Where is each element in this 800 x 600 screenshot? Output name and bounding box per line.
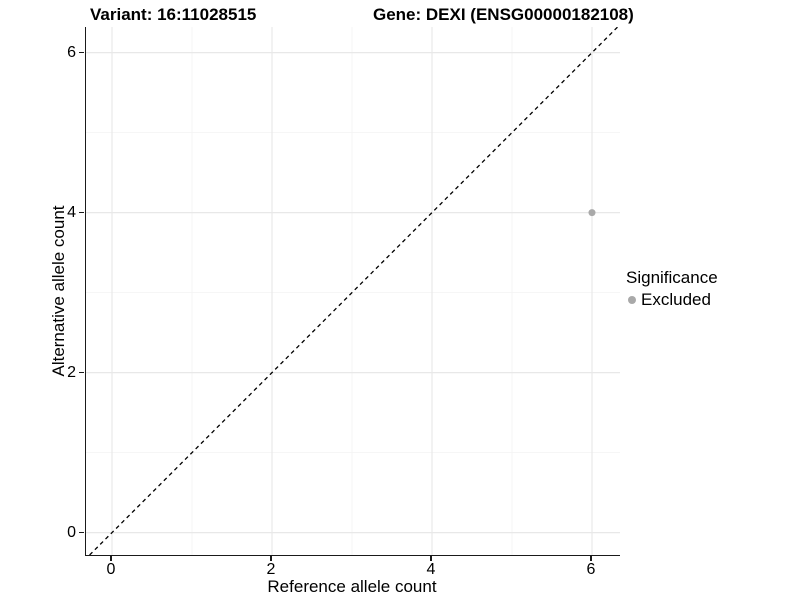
x-axis-tick [110,556,112,561]
x-axis-tick [590,556,592,561]
legend-entry-excluded: Excluded [628,290,718,310]
data-point [588,209,596,217]
identity-dashed-line [89,27,619,555]
x-axis-tick [430,556,432,561]
y-axis-tick [79,51,84,54]
legend-title: Significance [626,268,718,287]
legend: Significance Excluded [626,268,718,310]
legend-point-icon [628,296,636,304]
x-axis-tick [270,556,272,561]
legend-entry-label: Excluded [641,290,711,309]
y-axis-tick [79,371,84,374]
x-axis-tick-label: 6 [586,561,596,578]
plot-panel [85,27,620,556]
y-axis-tick-label: 4 [67,203,76,221]
y-axis-tick-label: 2 [67,363,76,381]
y-axis-tick [79,211,84,214]
y-axis-tick-label: 0 [67,523,76,541]
scatter-plot-canvas [86,27,620,555]
x-axis-tick-label: 2 [266,561,276,578]
gene-title: Gene: DEXI (ENSG00000182108) [373,5,634,24]
y-axis-tick [79,531,84,534]
x-axis-tick-label: 4 [426,561,436,578]
x-axis-tick-label: 0 [106,561,116,578]
y-axis-tick-label: 6 [67,43,76,61]
x-axis-title: Reference allele count [267,577,437,596]
variant-title: Variant: 16:11028515 [90,5,257,24]
y-axis-title: Alternative allele count [49,205,68,377]
